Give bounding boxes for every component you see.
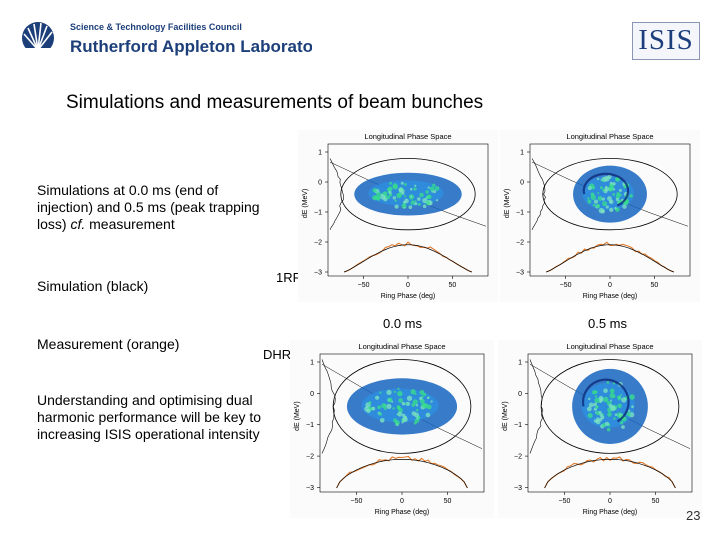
y-axis-label: dE (MeV) xyxy=(294,401,301,431)
isis-logo: ISIS xyxy=(632,22,700,60)
y-tick-label: 0 xyxy=(520,180,524,187)
x-tick-label: −50 xyxy=(560,282,572,289)
y-axis-label: dE (MeV) xyxy=(504,189,511,219)
phase-space-plot-1rf-0-0ms: Longitudinal Phase Space −50 0 50 1 0 −1 −2 −3 Ri… xyxy=(298,130,498,302)
caption-0-5-ms: 0.5 ms xyxy=(588,316,628,331)
y-tick-label: 1 xyxy=(310,360,314,367)
plot-title: Longitudinal Phase Space xyxy=(566,132,653,141)
y-axis-label: dE (MeV) xyxy=(302,189,309,219)
phase-space-plot-dhrf-0-0ms: Longitudinal Phase Space −50 0 50 1 0 −1 −2 −3 Ri… xyxy=(290,340,494,518)
x-tick-label: 0 xyxy=(400,498,404,505)
y-tick-label: −3 xyxy=(314,270,322,277)
x-tick-label: 50 xyxy=(444,498,452,505)
x-tick-label: 50 xyxy=(651,282,659,289)
y-axis-label: dE (MeV) xyxy=(502,401,509,431)
simulated-profile xyxy=(544,458,676,489)
y-tick-label: −2 xyxy=(314,240,322,247)
y-tick-label: −2 xyxy=(514,454,522,461)
sunburst-logo-icon xyxy=(20,22,60,58)
page-number: 23 xyxy=(686,508,701,523)
x-tick-label: 0 xyxy=(406,282,410,289)
y-tick-label: −2 xyxy=(516,240,524,247)
y-tick-label: 0 xyxy=(310,391,314,398)
energy-histogram xyxy=(321,359,336,454)
simulated-profile xyxy=(344,244,472,273)
org-big-name: Rutherford Appleton Laboratory xyxy=(70,37,312,56)
x-tick-label: −50 xyxy=(351,498,363,505)
measured-profile xyxy=(544,456,676,489)
plot-title: Longitudinal Phase Space xyxy=(566,342,653,351)
slide-title: Simulations and measurements of beam bun… xyxy=(66,92,484,113)
x-axis-label: Ring Phase (deg) xyxy=(375,509,429,516)
x-tick-label: 0 xyxy=(608,498,612,505)
bullet-understanding: Understanding and optimising dual harmon… xyxy=(37,392,262,442)
y-tick-label: −1 xyxy=(514,422,522,429)
org-small-name: Science & Technology Facilities Council xyxy=(70,22,242,32)
label-1rf: 1RF xyxy=(276,270,301,285)
beam-density-cloud xyxy=(573,165,647,223)
phase-space-plot-dhrf-0-5ms: Longitudinal Phase Space −50 0 50 1 0 −1 −2 −3 Ri… xyxy=(498,340,702,518)
x-tick-label: 50 xyxy=(652,498,660,505)
y-tick-label: −3 xyxy=(306,485,314,492)
plot-title: Longitudinal Phase Space xyxy=(358,342,445,351)
y-tick-label: −3 xyxy=(516,270,524,277)
x-axis-label: Ring Phase (deg) xyxy=(381,293,435,300)
y-tick-label: 1 xyxy=(318,150,322,157)
x-tick-label: 0 xyxy=(608,282,612,289)
x-tick-label: −50 xyxy=(358,282,370,289)
y-tick-label: −1 xyxy=(306,422,314,429)
caption-0-0-ms: 0.0 ms xyxy=(383,316,423,331)
beam-density-cloud xyxy=(572,368,648,444)
y-tick-label: −2 xyxy=(306,454,314,461)
y-tick-label: 0 xyxy=(318,180,322,187)
x-axis-label: Ring Phase (deg) xyxy=(583,509,637,516)
beam-density-cloud xyxy=(354,172,462,216)
measured-profile xyxy=(546,241,675,273)
simulated-profile xyxy=(546,244,674,273)
y-tick-label: −1 xyxy=(516,210,524,217)
bullet-simulations: Simulations at 0.0 ms (end of injection)… xyxy=(37,182,260,232)
bullet-simulation-black: Simulation (black) xyxy=(37,278,149,294)
y-tick-label: −1 xyxy=(314,210,322,217)
x-tick-label: −50 xyxy=(559,498,571,505)
y-tick-label: 0 xyxy=(518,391,522,398)
y-tick-label: 1 xyxy=(518,360,522,367)
phase-space-plot-1rf-0-5ms: Longitudinal Phase Space −50 0 50 1 0 −1 −2 −3 Ri… xyxy=(500,130,700,302)
stfc-logo: Science & Technology Facilities Council … xyxy=(12,12,330,64)
energy-histogram xyxy=(531,158,546,230)
energy-histogram xyxy=(529,359,544,454)
y-tick-label: 1 xyxy=(520,150,524,157)
measured-profile xyxy=(336,455,468,489)
energy-histogram xyxy=(329,158,345,230)
x-tick-label: 50 xyxy=(449,282,457,289)
bullet-measurement-orange: Measurement (orange) xyxy=(37,336,180,352)
x-axis-label: Ring Phase (deg) xyxy=(583,293,637,300)
y-tick-label: −3 xyxy=(514,485,522,492)
plot-title: Longitudinal Phase Space xyxy=(364,132,451,141)
simulated-profile xyxy=(336,458,468,489)
beam-density-cloud xyxy=(346,378,458,435)
